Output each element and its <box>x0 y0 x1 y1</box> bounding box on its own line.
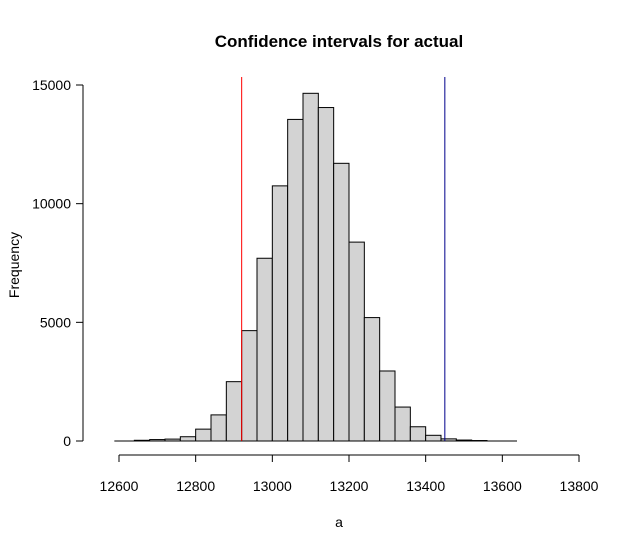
x-axis: 12600 12800 13000 13200 13400 13600 13800 <box>100 454 599 494</box>
y-axis-label: Frequency <box>6 232 22 298</box>
x-tick-label: 12800 <box>176 478 215 494</box>
histogram-bar <box>317 107 335 442</box>
x-tick-label: 13600 <box>483 478 522 494</box>
histogram-bar <box>287 118 304 442</box>
histogram-bar <box>302 92 319 442</box>
chart-title: Confidence intervals for actual <box>215 32 463 51</box>
histogram-bar <box>425 434 442 442</box>
y-tick-label: 5000 <box>40 314 71 330</box>
y-tick-label: 15000 <box>32 77 71 93</box>
histogram-bar <box>379 370 396 442</box>
y-tick-label: 10000 <box>32 196 71 212</box>
x-tick-label: 13800 <box>560 478 599 494</box>
histogram-bar <box>179 436 197 442</box>
histogram-bar <box>210 414 227 442</box>
histogram-bar <box>394 406 411 442</box>
histogram-bar <box>409 426 427 442</box>
x-tick-label: 13000 <box>253 478 292 494</box>
interval-lines <box>241 77 446 441</box>
histogram-bars <box>114 92 517 442</box>
histogram-bar <box>241 330 258 442</box>
histogram-bar <box>348 241 365 442</box>
y-tick-label: 0 <box>63 433 71 449</box>
histogram-bar <box>225 381 243 442</box>
x-tick-label: 13200 <box>330 478 369 494</box>
histogram-bar <box>271 185 289 442</box>
x-axis-label: a <box>335 514 343 530</box>
x-tick-label: 12600 <box>100 478 139 494</box>
histogram-bar <box>195 428 212 442</box>
histogram-bar <box>256 257 273 442</box>
y-axis: 0 5000 10000 15000 <box>32 77 84 449</box>
histogram-bar <box>363 317 381 442</box>
x-tick-label: 13400 <box>406 478 445 494</box>
histogram-bar <box>333 162 350 442</box>
